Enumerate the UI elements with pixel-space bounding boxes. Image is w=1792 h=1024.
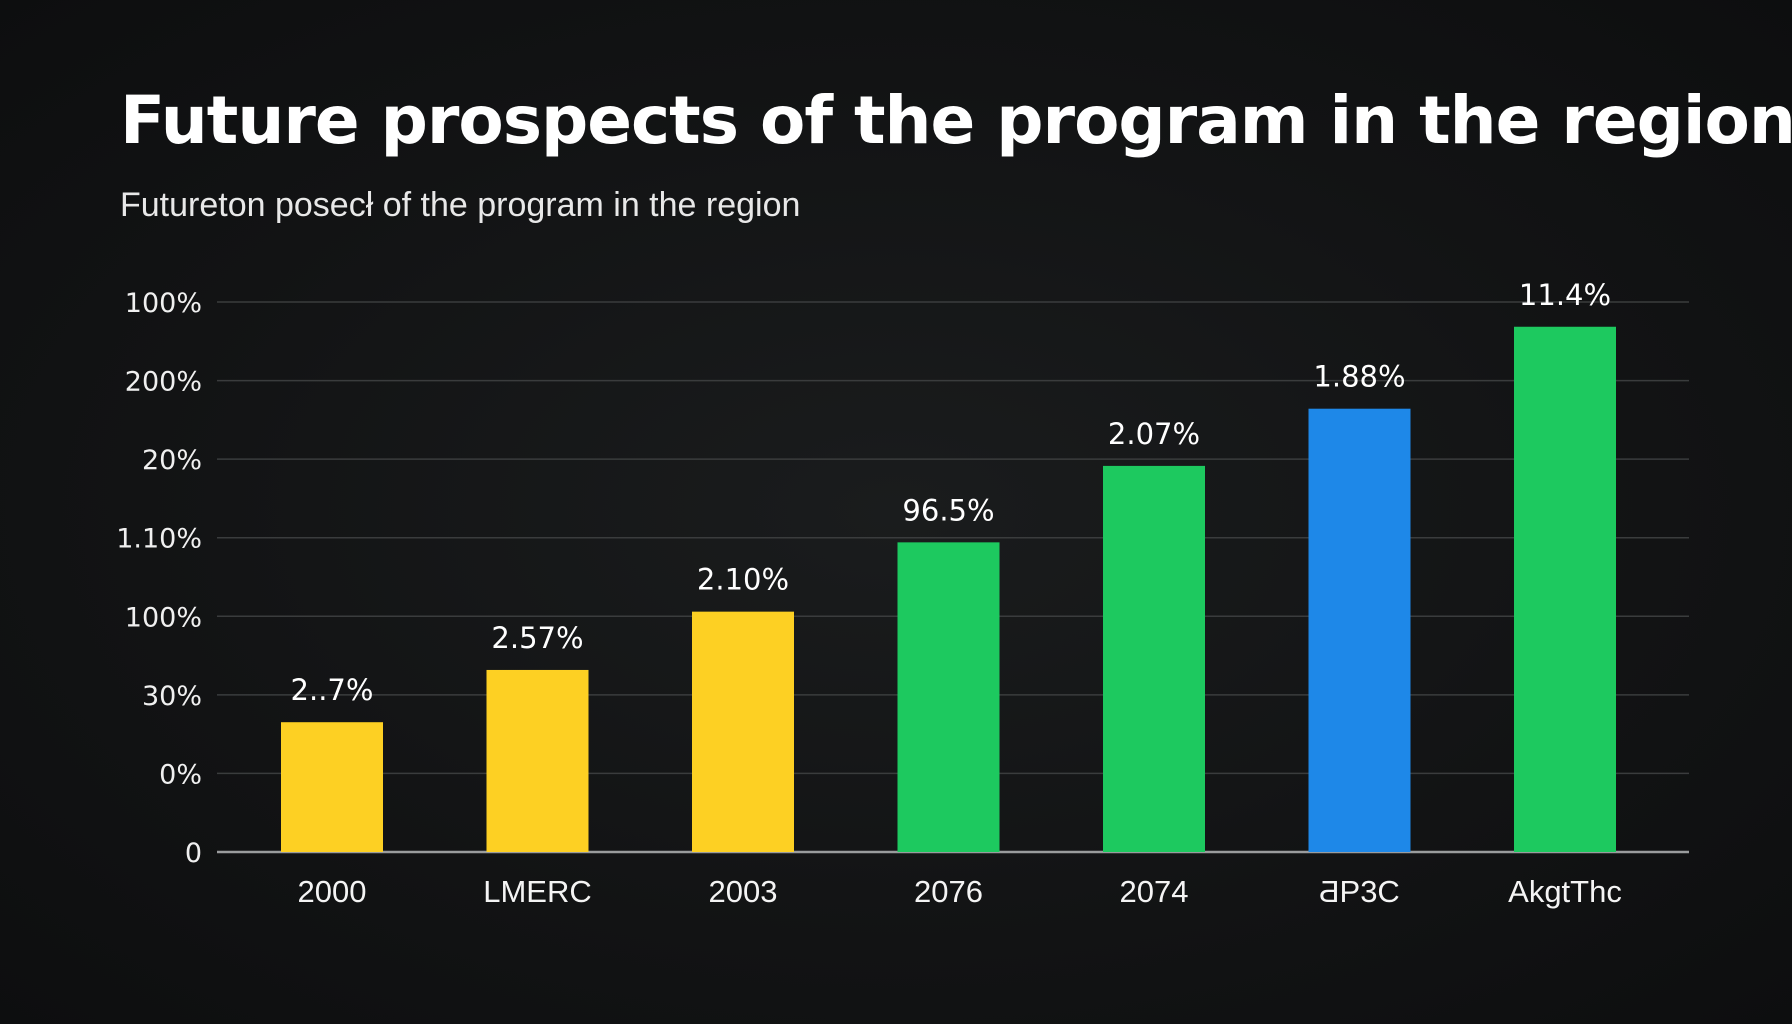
bar xyxy=(486,669,589,852)
bar xyxy=(1103,465,1205,852)
y-tick-label: 200% xyxy=(125,367,202,398)
x-tick-label: 2003 xyxy=(709,874,778,909)
y-tick-label: 0 xyxy=(185,838,202,869)
bar xyxy=(281,722,383,852)
x-tick-label: 2074 xyxy=(1120,874,1189,909)
x-tick-label: 2076 xyxy=(914,874,983,909)
x-tick-label: LMERC xyxy=(483,874,592,909)
y-tick-label: 0% xyxy=(159,759,202,790)
x-tick-label: 2000 xyxy=(298,874,367,909)
bar-value-label: 96.5% xyxy=(902,493,994,527)
bar xyxy=(1514,326,1616,852)
y-tick-label: 100% xyxy=(125,602,202,633)
x-tick-label: ƋP3C xyxy=(1319,874,1400,909)
chart-subtitle: Futureton posecł of the program in the r… xyxy=(120,186,801,224)
bar xyxy=(692,611,794,852)
bar-value-label: 2.07% xyxy=(1108,417,1200,451)
bar-value-label: 2.10% xyxy=(697,563,789,597)
y-tick-label: 1.10% xyxy=(116,524,202,555)
chart-title: Future prospects of the program in the r… xyxy=(120,82,1792,159)
bar-value-label: 11.4% xyxy=(1519,278,1611,312)
y-tick-label: 20% xyxy=(142,445,202,476)
bar-value-label: 2..7% xyxy=(291,673,374,707)
y-tick-label: 30% xyxy=(142,681,202,712)
x-tick-label: AkgtThc xyxy=(1508,874,1622,909)
bar xyxy=(897,542,1000,852)
y-tick-label: 100% xyxy=(125,288,202,319)
bar xyxy=(1308,408,1411,852)
bar-value-label: 2.57% xyxy=(491,621,583,655)
bar-value-label: 1.88% xyxy=(1313,360,1405,394)
